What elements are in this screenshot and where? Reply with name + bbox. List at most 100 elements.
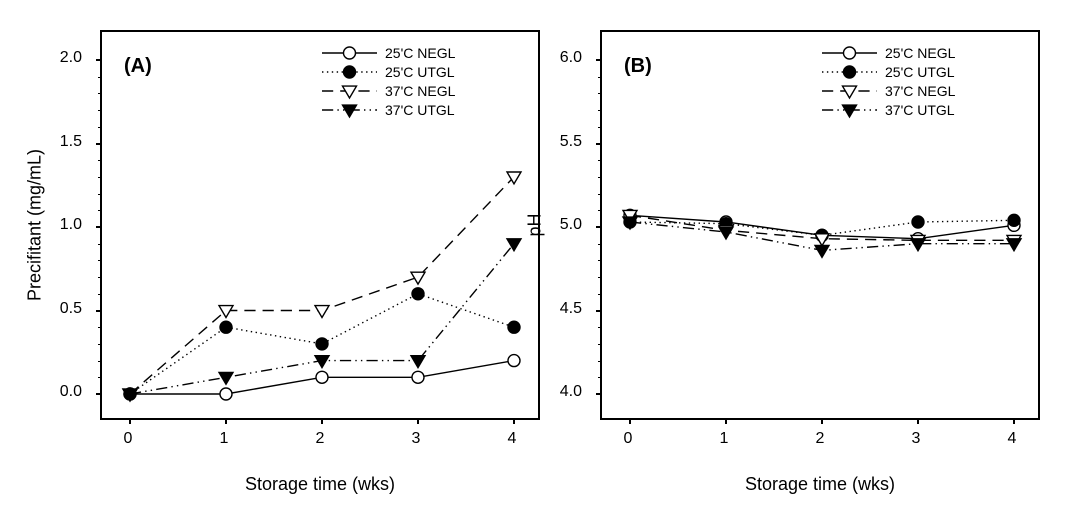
y-minor-tick (598, 194, 602, 195)
legend-swatch (322, 84, 377, 98)
legend-swatch (822, 84, 877, 98)
y-tick-label: 4.0 (560, 383, 582, 401)
legend-swatch (322, 103, 377, 117)
y-minor-tick (98, 160, 102, 161)
legend-item: 37'C UTGL (822, 101, 955, 120)
y-tick (96, 59, 102, 61)
y-minor-tick (598, 160, 602, 161)
legend-label: 25'C NEGL (385, 44, 455, 62)
legend-swatch (822, 103, 877, 117)
y-tick-label: 5.0 (560, 216, 582, 234)
y-minor-tick (98, 244, 102, 245)
y-tick (96, 393, 102, 395)
y-minor-tick (98, 210, 102, 211)
y-minor-tick (598, 361, 602, 362)
y-minor-tick (98, 77, 102, 78)
x-axis-b: 0 1 2 3 4 (600, 420, 1040, 460)
y-minor-tick (598, 244, 602, 245)
y-axis-title-a: Precifitant (mg/mL) (25, 149, 46, 301)
legend-label: 37'C UTGL (385, 101, 455, 119)
y-tick (596, 59, 602, 61)
x-tick-label: 0 (124, 430, 133, 448)
legend-label: 37'C NEGL (385, 82, 455, 100)
legend-a: 25'C NEGL 25'C UTGL 37'C NEGL 37'C UTGL (322, 44, 455, 120)
y-tick (96, 310, 102, 312)
y-minor-tick (98, 361, 102, 362)
y-minor-tick (598, 260, 602, 261)
y-tick (596, 393, 602, 395)
x-tick-label: 3 (412, 430, 421, 448)
x-tick-label: 1 (220, 430, 229, 448)
y-minor-tick (598, 77, 602, 78)
legend-swatch (322, 65, 377, 79)
legend-b: 25'C NEGL 25'C UTGL 37'C NEGL 37'C UTGL (822, 44, 955, 120)
legend-item: 25'C UTGL (322, 63, 455, 82)
legend-swatch (822, 46, 877, 60)
y-tick-label: 5.5 (560, 133, 582, 151)
y-tick-label: 6.0 (560, 49, 582, 67)
legend-item: 25'C UTGL (822, 63, 955, 82)
x-tick-label: 4 (1008, 430, 1017, 448)
panel-b: (B) 25'C NEGL 25'C UTGL 37'C NEGL 37'C U… (600, 30, 1040, 420)
y-tick (596, 310, 602, 312)
y-minor-tick (98, 277, 102, 278)
y-minor-tick (598, 327, 602, 328)
y-minor-tick (98, 194, 102, 195)
y-tick-label: 2.0 (60, 49, 82, 67)
y-minor-tick (98, 377, 102, 378)
y-minor-tick (598, 93, 602, 94)
y-minor-tick (598, 344, 602, 345)
y-tick-label: 0.5 (60, 300, 82, 318)
x-axis-a: 0 1 2 3 4 (100, 420, 540, 460)
x-tick-label: 0 (624, 430, 633, 448)
legend-item: 25'C NEGL (822, 44, 955, 63)
x-tick-label: 4 (508, 430, 517, 448)
x-tick-label: 1 (720, 430, 729, 448)
x-axis-title-b: Storage time (wks) (745, 474, 895, 495)
y-axis-title-b: pH (525, 213, 546, 236)
y-minor-tick (98, 93, 102, 94)
x-axis-title-a: Storage time (wks) (245, 474, 395, 495)
y-minor-tick (98, 110, 102, 111)
y-tick-label: 1.5 (60, 133, 82, 151)
y-minor-tick (98, 177, 102, 178)
panel-a: (A) 25'C NEGL 25'C UTGL 37'C NEGL 37'C U… (100, 30, 540, 420)
x-tick-label: 2 (816, 430, 825, 448)
legend-label: 25'C NEGL (885, 44, 955, 62)
y-minor-tick (598, 277, 602, 278)
figure-container: (A) 25'C NEGL 25'C UTGL 37'C NEGL 37'C U… (0, 0, 1083, 517)
legend-item: 37'C UTGL (322, 101, 455, 120)
legend-item: 37'C NEGL (322, 82, 455, 101)
legend-item: 37'C NEGL (822, 82, 955, 101)
y-tick (596, 226, 602, 228)
y-tick-label: 4.5 (560, 300, 582, 318)
y-minor-tick (598, 377, 602, 378)
plot-area-a: (A) 25'C NEGL 25'C UTGL 37'C NEGL 37'C U… (100, 30, 540, 420)
y-minor-tick (98, 344, 102, 345)
legend-swatch (322, 46, 377, 60)
y-minor-tick (98, 260, 102, 261)
y-minor-tick (598, 110, 602, 111)
legend-label: 37'C NEGL (885, 82, 955, 100)
y-minor-tick (598, 294, 602, 295)
y-tick (596, 143, 602, 145)
x-tick-label: 3 (912, 430, 921, 448)
y-tick-label: 1.0 (60, 216, 82, 234)
legend-label: 37'C UTGL (885, 101, 955, 119)
plot-area-b: (B) 25'C NEGL 25'C UTGL 37'C NEGL 37'C U… (600, 30, 1040, 420)
y-minor-tick (98, 294, 102, 295)
y-minor-tick (598, 127, 602, 128)
y-tick-label: 0.0 (60, 383, 82, 401)
y-minor-tick (98, 127, 102, 128)
legend-swatch (822, 65, 877, 79)
y-minor-tick (98, 327, 102, 328)
x-tick-label: 2 (316, 430, 325, 448)
legend-item: 25'C NEGL (322, 44, 455, 63)
y-minor-tick (598, 210, 602, 211)
panel-label-a: (A) (124, 55, 152, 78)
legend-label: 25'C UTGL (385, 63, 455, 81)
y-tick (96, 226, 102, 228)
y-minor-tick (598, 177, 602, 178)
y-tick (96, 143, 102, 145)
legend-label: 25'C UTGL (885, 63, 955, 81)
